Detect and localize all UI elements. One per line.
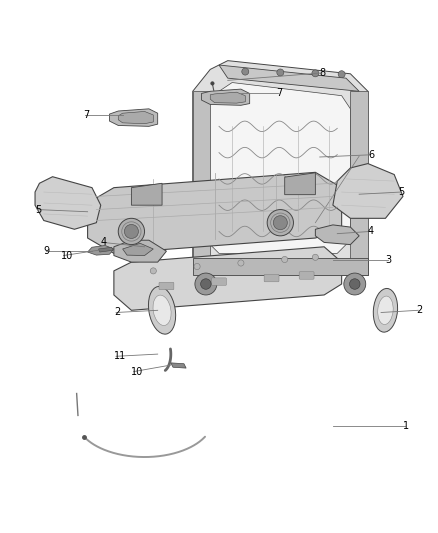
- Polygon shape: [171, 363, 186, 368]
- Polygon shape: [219, 65, 359, 91]
- Polygon shape: [193, 91, 210, 275]
- Polygon shape: [88, 246, 114, 255]
- Ellipse shape: [378, 296, 393, 325]
- Text: 6: 6: [368, 150, 374, 160]
- Polygon shape: [114, 240, 166, 262]
- Polygon shape: [114, 247, 342, 310]
- Text: 10: 10: [131, 367, 144, 377]
- Circle shape: [312, 254, 318, 260]
- Circle shape: [242, 68, 249, 75]
- Polygon shape: [193, 258, 368, 275]
- Polygon shape: [315, 225, 359, 245]
- Circle shape: [350, 279, 360, 289]
- Text: 8: 8: [320, 68, 326, 78]
- Circle shape: [282, 256, 288, 263]
- Polygon shape: [118, 111, 153, 124]
- Text: 5: 5: [399, 187, 405, 197]
- Text: 2: 2: [114, 308, 120, 318]
- Circle shape: [238, 260, 244, 266]
- Circle shape: [211, 82, 214, 85]
- Polygon shape: [210, 92, 245, 103]
- Text: 5: 5: [35, 205, 41, 215]
- Circle shape: [338, 71, 345, 78]
- Circle shape: [150, 268, 156, 274]
- FancyBboxPatch shape: [159, 282, 174, 290]
- Polygon shape: [88, 172, 342, 253]
- Polygon shape: [350, 91, 368, 275]
- Text: 1: 1: [403, 422, 409, 431]
- Polygon shape: [131, 183, 162, 205]
- Circle shape: [273, 216, 287, 230]
- Text: 11: 11: [114, 351, 126, 361]
- Circle shape: [277, 69, 284, 76]
- Text: 10: 10: [61, 251, 74, 261]
- Circle shape: [194, 263, 200, 270]
- Text: 3: 3: [385, 255, 392, 265]
- Circle shape: [124, 224, 138, 238]
- FancyBboxPatch shape: [264, 274, 279, 282]
- Circle shape: [312, 70, 319, 77]
- Circle shape: [267, 209, 293, 236]
- FancyBboxPatch shape: [212, 278, 226, 285]
- Polygon shape: [110, 109, 158, 126]
- Text: 9: 9: [44, 246, 50, 256]
- FancyBboxPatch shape: [299, 272, 314, 279]
- Text: 7: 7: [83, 110, 89, 120]
- Circle shape: [195, 273, 217, 295]
- Text: 2: 2: [416, 305, 422, 316]
- Circle shape: [201, 279, 211, 289]
- Polygon shape: [123, 243, 153, 255]
- Ellipse shape: [148, 286, 176, 334]
- Circle shape: [118, 219, 145, 245]
- Text: 4: 4: [101, 237, 107, 247]
- Polygon shape: [333, 164, 403, 219]
- Text: 4: 4: [368, 227, 374, 237]
- Ellipse shape: [153, 295, 171, 326]
- Text: 7: 7: [276, 88, 282, 99]
- Polygon shape: [35, 177, 101, 229]
- Polygon shape: [285, 173, 315, 195]
- Polygon shape: [193, 61, 368, 275]
- Circle shape: [344, 273, 366, 295]
- Polygon shape: [206, 83, 350, 253]
- Polygon shape: [99, 247, 113, 252]
- Polygon shape: [201, 89, 250, 106]
- Ellipse shape: [373, 288, 398, 332]
